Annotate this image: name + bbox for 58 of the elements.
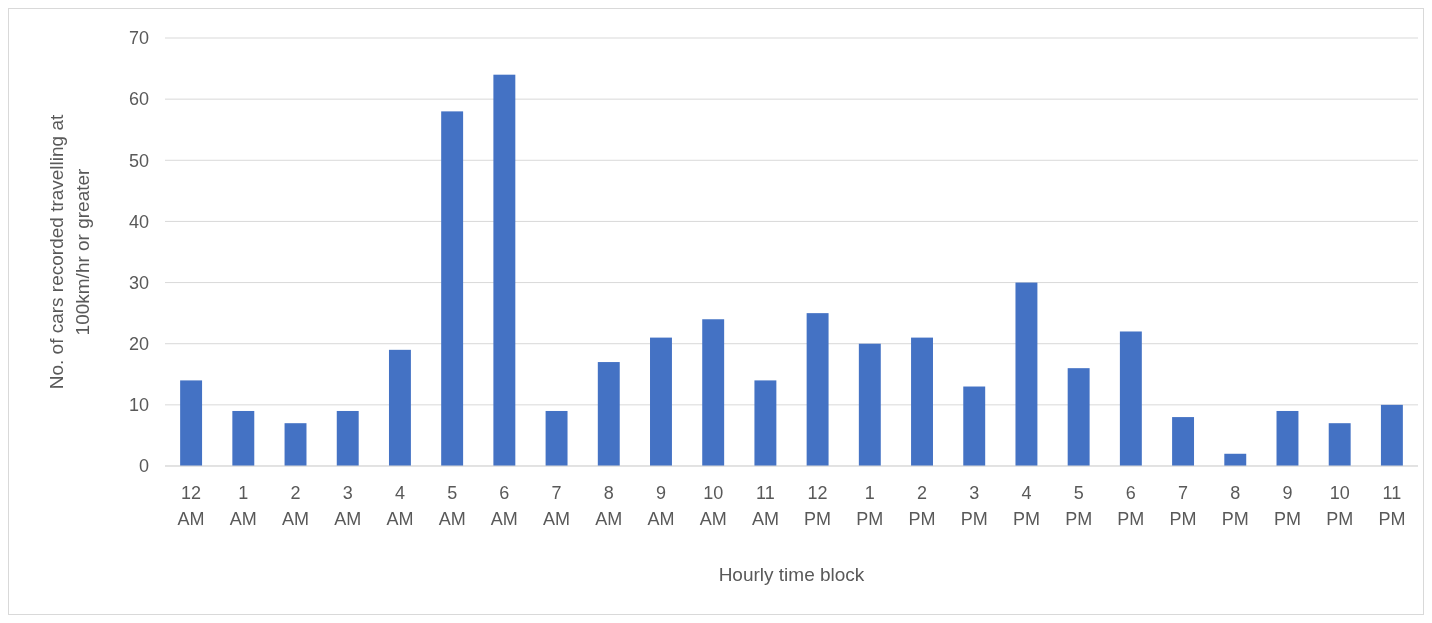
x-axis-title: Hourly time block <box>718 564 865 585</box>
bar <box>493 74 516 466</box>
y-tick-label: 0 <box>138 456 149 477</box>
bar <box>1172 417 1195 466</box>
bar <box>963 386 986 466</box>
x-tick-label: 5 AM <box>438 483 466 529</box>
bar <box>545 410 568 466</box>
x-tick-label: 2 PM <box>908 483 936 529</box>
x-tick-label: 3 AM <box>334 483 362 529</box>
bar <box>1276 410 1299 466</box>
x-tick-label: 8 AM <box>595 483 623 529</box>
bar <box>284 423 307 466</box>
y-axis-title: No. of cars recorded travelling at 100km/hr or greater <box>46 114 93 390</box>
bar <box>1328 423 1351 466</box>
x-tick-label: 8 PM <box>1221 483 1249 529</box>
x-tick-label: 7 PM <box>1169 483 1197 529</box>
y-tick-label: 10 <box>128 395 149 416</box>
x-tick-label: 10 PM <box>1326 483 1354 529</box>
bar <box>388 349 411 466</box>
y-tick-label: 70 <box>128 28 149 49</box>
bar <box>702 319 725 466</box>
bar <box>180 380 203 466</box>
bar <box>1224 453 1247 466</box>
x-tick-label: 1 AM <box>229 483 257 529</box>
x-tick-label: 2 AM <box>282 483 310 529</box>
x-tick-label: 9 AM <box>647 483 675 529</box>
bar <box>650 337 672 466</box>
y-tick-label: 40 <box>128 211 149 232</box>
x-tick-label: 10 AM <box>699 483 727 529</box>
bar <box>441 111 464 466</box>
bar <box>754 380 777 466</box>
x-tick-label: 7 AM <box>543 483 571 529</box>
x-tick-label: 1 PM <box>856 483 884 529</box>
bar <box>232 410 255 466</box>
y-tick-label: 50 <box>128 150 149 171</box>
y-tick-label: 20 <box>128 334 149 355</box>
x-tick-label: 3 PM <box>960 483 988 529</box>
bar <box>858 343 881 466</box>
bar <box>1380 404 1403 466</box>
x-tick-label: 4 PM <box>1012 483 1040 529</box>
bar <box>1015 282 1038 466</box>
x-tick-label: 9 PM <box>1273 483 1301 529</box>
x-tick-label: 12 PM <box>804 483 832 529</box>
bar <box>1067 368 1090 466</box>
y-tick-label: 30 <box>128 272 149 293</box>
bar <box>806 313 829 466</box>
bar <box>336 410 359 466</box>
x-tick-label: 12 AM <box>177 483 205 529</box>
x-tick-label: 5 PM <box>1065 483 1093 529</box>
x-tick-label: 6 AM <box>490 483 518 529</box>
bar <box>911 337 933 466</box>
bar <box>1119 331 1142 466</box>
x-tick-label: 11 AM <box>751 483 779 529</box>
x-tick-label: 6 PM <box>1117 483 1145 529</box>
x-tick-label: 11 PM <box>1378 483 1406 529</box>
x-tick-label: 4 AM <box>386 483 414 529</box>
y-tick-label: 60 <box>128 89 149 110</box>
bar <box>597 362 620 466</box>
